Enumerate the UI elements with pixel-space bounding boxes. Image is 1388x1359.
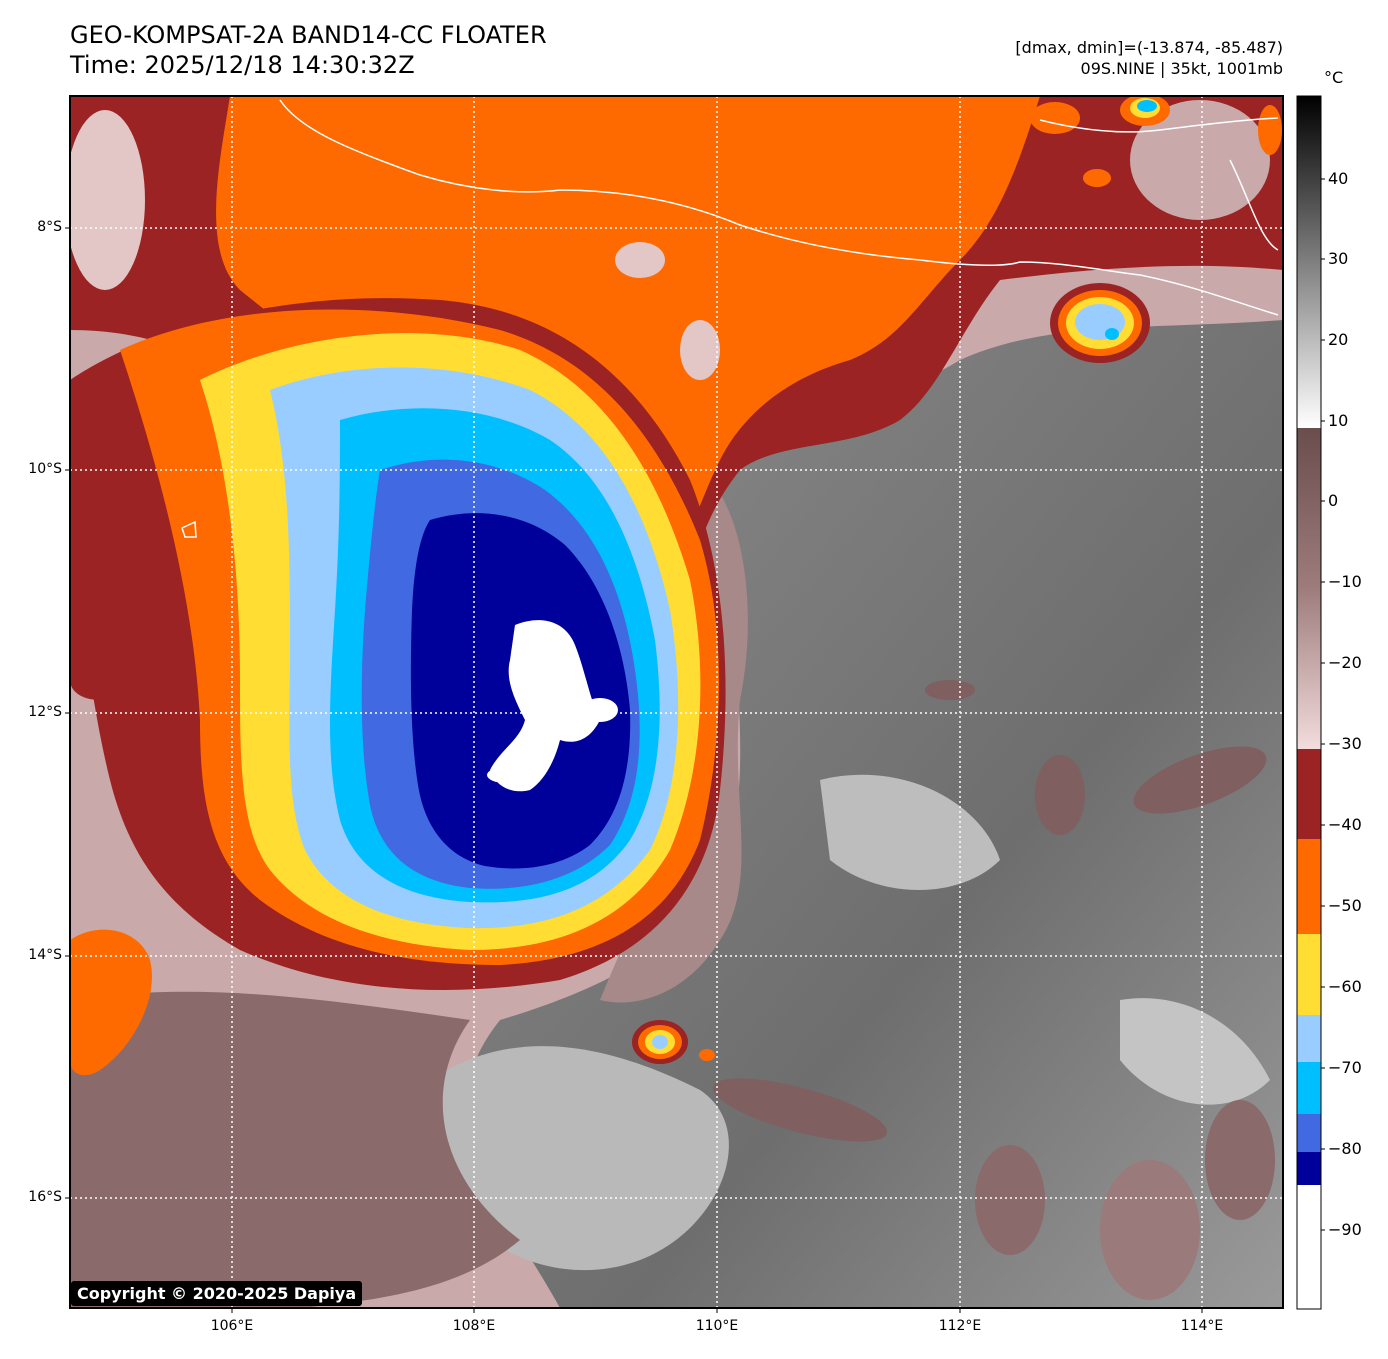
java-coastline [279,99,1279,316]
storm-cdo [70,298,726,990]
colorbar-segment-minus60 [1297,934,1321,1015]
colorbar-label: −40 [1328,815,1362,834]
coldest-tops [582,698,618,722]
lon-label-106E: 106°E [210,1318,254,1334]
cloud-cell [1205,1100,1275,1220]
colorbar-frame [1296,95,1322,1310]
colorbar-segment-minus65 [1297,1015,1321,1062]
lon-label-110E: 110°E [695,1318,739,1334]
cloud-cell [925,680,975,700]
range-text: [dmax, dmin]=(-13.874, -85.487) [1015,38,1283,57]
coldest-tops [487,767,523,783]
colorbar-label: 20 [1328,330,1349,349]
colorbar-ticks [1321,178,1325,1231]
colorbar-label: −90 [1328,1220,1362,1239]
colorbar-segment-minus90 [1297,1185,1321,1309]
copyright-badge: Copyright © 2020-2025 Dapiya [71,1281,363,1306]
flank-cell [70,929,152,1076]
graticule [70,96,1283,1308]
cloud-cell [1100,1160,1200,1300]
ir-imagery [70,96,1283,1308]
christmas-island [181,520,197,538]
colorbar-segment-minus85 [1297,1152,1321,1185]
axis-ticks [65,227,1203,1313]
colorbar-label: −20 [1328,653,1362,672]
lat-label-14S: 14°S [28,947,62,963]
map-frame [69,95,1284,1309]
flank-band [70,460,171,700]
low-cloud-patch [1120,998,1270,1105]
warm-cloud-region [70,991,520,1308]
colorbar-unit: °C [1324,68,1344,87]
lat-label-10S: 10°S [28,461,62,477]
colorbar-label: −70 [1328,1058,1362,1077]
low-cloud-patch [820,774,1000,890]
lon-label-108E: 108°E [452,1318,496,1334]
lat-label-12S: 12°S [28,704,62,720]
figure-info: [dmax, dmin]=(-13.874, -85.487) 09S.NINE… [1015,37,1283,79]
cloud-cell [975,1145,1045,1255]
warm-hole [615,242,665,278]
colorbar-label: 30 [1328,249,1349,268]
colorbar [1296,95,1325,1310]
colorbar-label: 40 [1328,169,1349,188]
ne-convective-cell [1050,283,1150,363]
colorbar-segment-minus40 [1297,749,1321,839]
storm-text: 09S.NINE | 35kt, 1001mb [1080,59,1283,78]
colorbar-label: −80 [1328,1139,1362,1158]
figure-title: GEO-KOMPSAT-2A BAND14-CC FLOATER Time: 2… [70,20,547,80]
lat-label-16S: 16°S [28,1189,62,1205]
warm-hole [680,320,720,380]
colorbar-segment-minus50 [1297,839,1321,934]
cloud-cell [1133,746,1267,814]
colorbar-label: −60 [1328,977,1362,996]
colorbar-segment-minus80 [1297,1114,1321,1152]
small-convective-cell [632,1020,715,1064]
colorbar-label: −50 [1328,896,1362,915]
low-cloud-patch [430,1046,729,1271]
title-line-2: Time: 2025/12/18 14:30:32Z [70,51,415,79]
colorbar-label: 10 [1328,411,1349,430]
colorbar-segment-hot [1297,96,1321,428]
warm-hole [70,110,145,290]
colorbar-segment-warm [1297,428,1321,749]
cloud-cell [1035,755,1085,835]
colorbar-label: −10 [1328,572,1362,591]
lon-label-112E: 112°E [938,1318,982,1334]
bali-coastline [1039,117,1279,251]
coldest-tops [490,620,600,792]
cold-cell [865,132,935,188]
cloud-cell [712,1078,888,1142]
title-line-1: GEO-KOMPSAT-2A BAND14-CC FLOATER [70,21,547,49]
colorbar-segment-minus70 [1297,1062,1321,1114]
lat-label-8S: 8°S [37,219,62,235]
cold-cloud-band-minus50 [216,96,1041,560]
colorbar-label: 0 [1328,491,1339,510]
colorbar-label: −30 [1328,734,1362,753]
lon-label-114E: 114°E [1180,1318,1224,1334]
